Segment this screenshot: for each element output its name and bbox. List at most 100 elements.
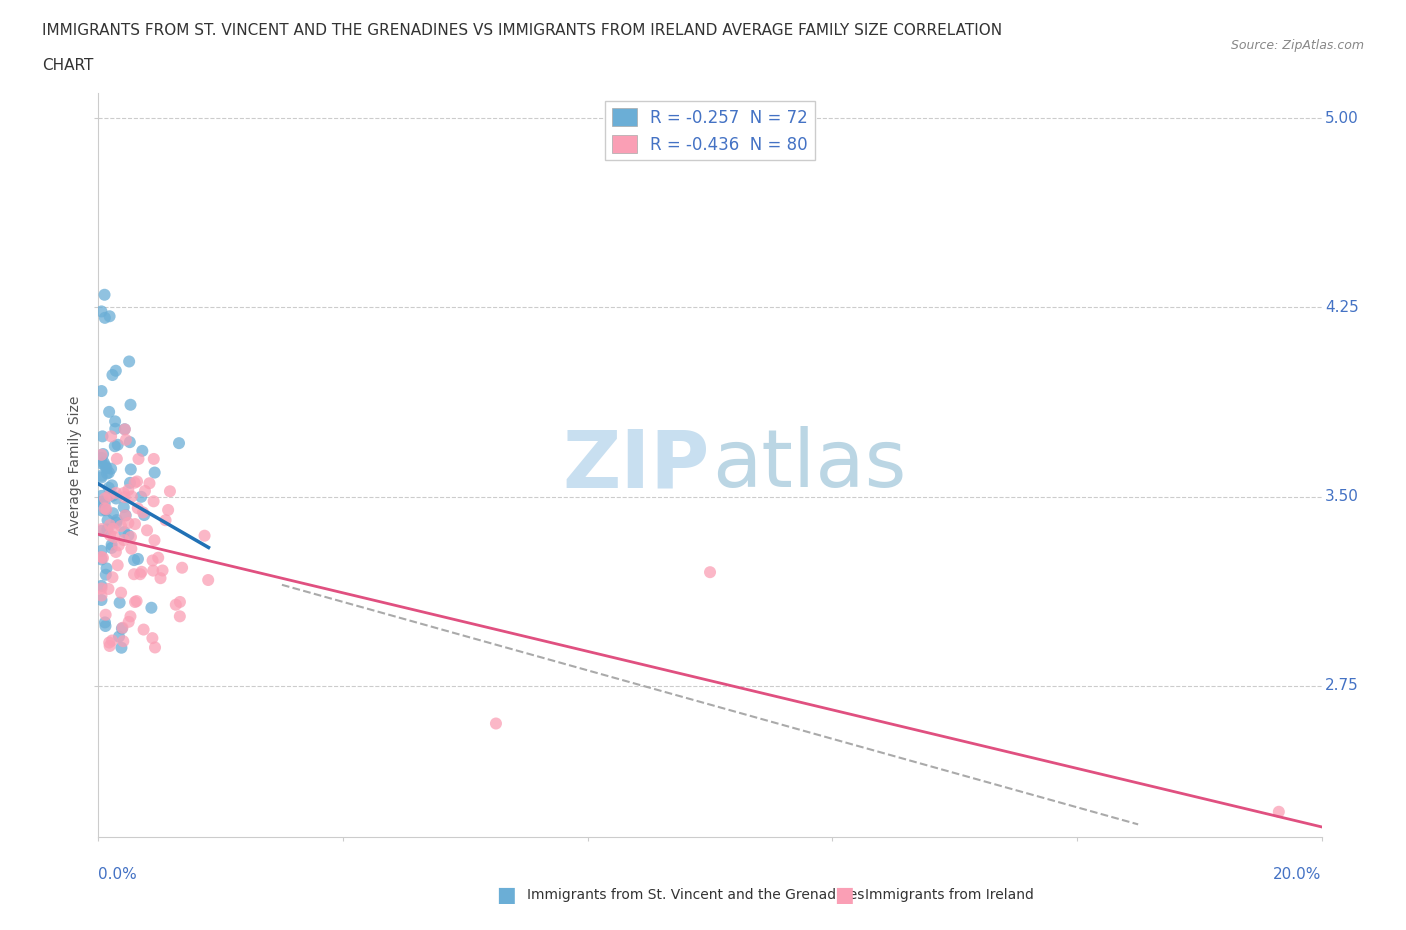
Point	[122, 566, 145, 581]
Point	[101, 488, 124, 503]
Point	[107, 558, 129, 573]
Point	[97, 481, 120, 496]
Point	[127, 500, 149, 515]
Point	[97, 512, 120, 527]
Text: ZIP: ZIP	[562, 426, 710, 504]
Point	[142, 553, 165, 568]
Point	[117, 528, 139, 543]
Point	[125, 593, 148, 608]
Text: Immigrants from St. Vincent and the Grenadines: Immigrants from St. Vincent and the Gren…	[527, 887, 865, 902]
Point	[141, 600, 163, 615]
Point	[97, 465, 120, 480]
Point	[155, 512, 177, 527]
Text: Immigrants from Ireland: Immigrants from Ireland	[865, 887, 1033, 902]
Point	[94, 618, 117, 633]
Point	[120, 609, 142, 624]
Point	[114, 508, 136, 523]
Point	[118, 475, 141, 490]
Point	[90, 550, 112, 565]
Point	[118, 434, 141, 449]
Point	[142, 451, 165, 466]
Point	[90, 470, 112, 485]
Point	[90, 588, 112, 603]
Point	[112, 633, 135, 648]
Point	[96, 561, 118, 576]
Point	[103, 529, 125, 544]
Point	[91, 494, 114, 509]
Point	[90, 457, 112, 472]
Point	[134, 484, 156, 498]
Text: 20.0%: 20.0%	[1274, 868, 1322, 883]
Point	[122, 552, 145, 567]
Point	[91, 446, 114, 461]
Point	[117, 483, 139, 498]
Text: 4.25: 4.25	[1326, 299, 1360, 315]
Point	[94, 311, 117, 325]
Point	[141, 631, 163, 645]
Point	[104, 421, 127, 436]
Point	[111, 620, 134, 635]
Legend: R = -0.257  N = 72, R = -0.436  N = 80: R = -0.257 N = 72, R = -0.436 N = 80	[606, 101, 814, 160]
Point	[90, 495, 112, 510]
Point	[96, 522, 118, 537]
Point	[120, 462, 142, 477]
Point	[157, 502, 180, 517]
Point	[104, 485, 127, 500]
Point	[101, 633, 124, 648]
Point	[114, 422, 136, 437]
Text: atlas: atlas	[713, 426, 907, 504]
Point	[97, 581, 120, 596]
Point	[193, 528, 215, 543]
Point	[100, 538, 122, 552]
Point	[148, 551, 170, 565]
Point	[114, 422, 136, 437]
Point	[114, 508, 136, 523]
Point	[167, 435, 190, 450]
Point	[149, 571, 172, 586]
Point	[169, 594, 191, 609]
Point	[118, 354, 141, 369]
Point	[169, 609, 191, 624]
Point	[142, 564, 165, 578]
Point	[699, 565, 721, 579]
Text: 0.0%: 0.0%	[98, 868, 138, 883]
Point	[107, 437, 129, 452]
Point	[124, 594, 146, 609]
Point	[172, 560, 194, 575]
Point	[94, 458, 117, 473]
Point	[112, 525, 135, 539]
Point	[100, 429, 122, 444]
Point	[98, 518, 121, 533]
Point	[127, 551, 149, 566]
Text: CHART: CHART	[42, 58, 94, 73]
Point	[142, 494, 165, 509]
Point	[112, 499, 135, 514]
Point	[120, 397, 142, 412]
Point	[120, 541, 142, 556]
Point	[105, 451, 128, 466]
Point	[98, 639, 121, 654]
Point	[90, 469, 112, 484]
Point	[90, 543, 112, 558]
Point	[101, 522, 124, 537]
Point	[90, 447, 112, 462]
Point	[197, 573, 219, 588]
Point	[125, 474, 148, 489]
Point	[98, 527, 121, 542]
Point	[114, 489, 136, 504]
Point	[101, 570, 124, 585]
Point	[90, 552, 112, 567]
Point	[94, 503, 117, 518]
Point	[104, 439, 127, 454]
Point	[91, 551, 114, 565]
Point	[111, 621, 134, 636]
Point	[90, 592, 112, 607]
Point	[110, 585, 132, 600]
Point	[110, 640, 132, 655]
Point	[96, 502, 118, 517]
Point	[110, 519, 132, 534]
Point	[104, 545, 127, 560]
Point	[134, 508, 156, 523]
Point	[101, 478, 124, 493]
Point	[96, 466, 118, 481]
